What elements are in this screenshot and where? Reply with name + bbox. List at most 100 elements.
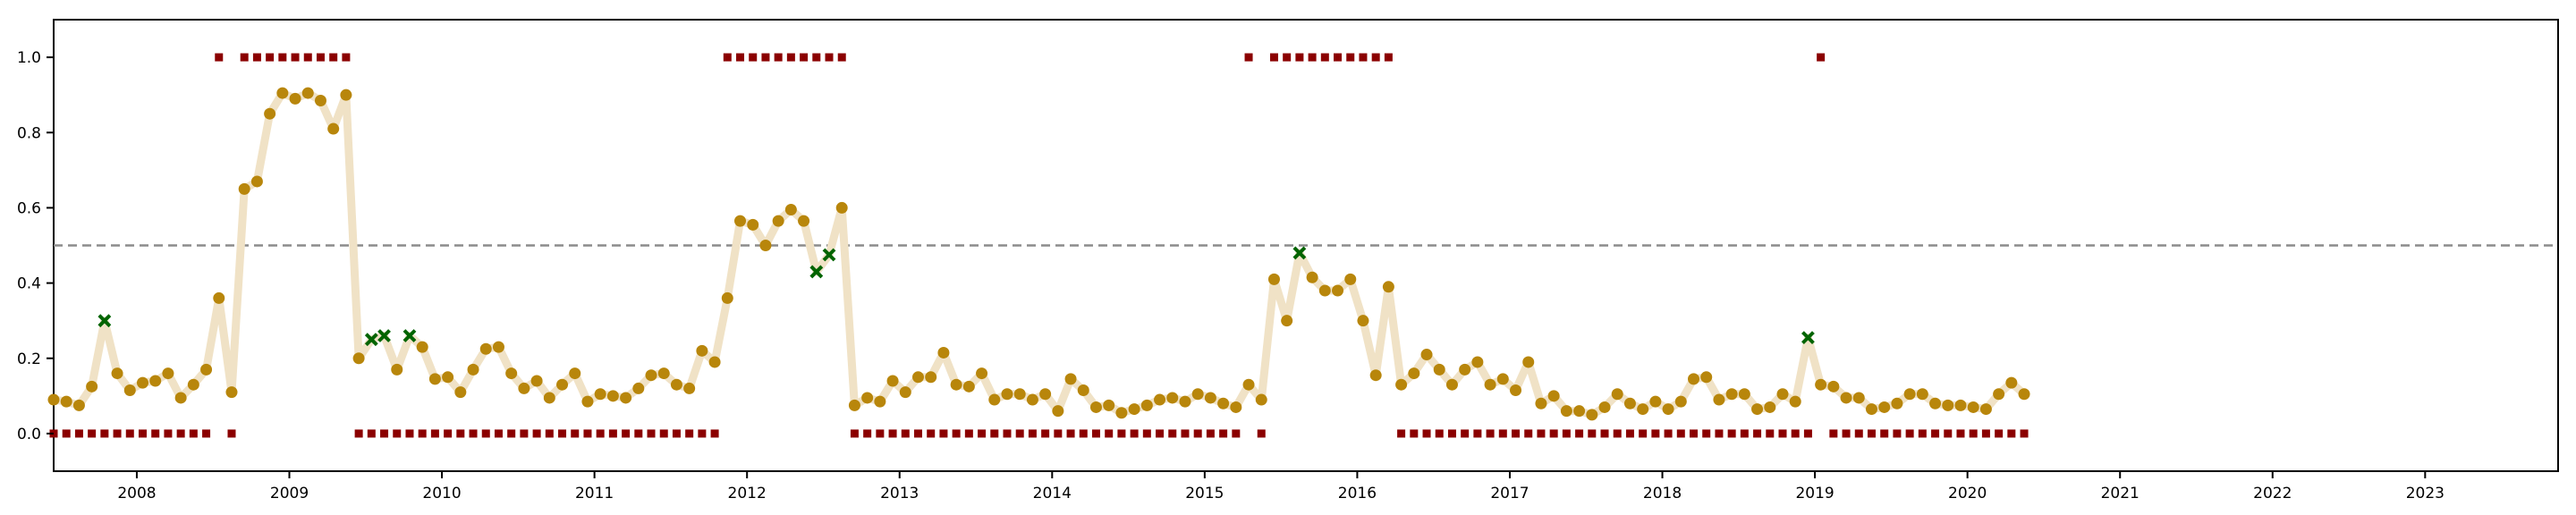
binary-marker: [685, 429, 694, 438]
binary-marker: [1269, 53, 1278, 62]
binary-marker: [863, 429, 872, 438]
data-point: [1471, 356, 1484, 368]
binary-marker: [710, 429, 719, 438]
data-point: [1179, 395, 1191, 408]
flagged-marker: [364, 333, 378, 347]
binary-marker: [405, 429, 414, 438]
data-point: [442, 371, 454, 384]
data-point: [1089, 401, 1102, 413]
data-point: [708, 356, 721, 368]
data-point: [937, 346, 950, 359]
binary-marker: [1753, 429, 1762, 438]
data-point: [1344, 273, 1357, 285]
data-point: [60, 395, 72, 408]
data-point: [1738, 388, 1750, 401]
data-point: [1332, 284, 1344, 297]
binary-marker: [164, 429, 173, 438]
data-point: [492, 341, 504, 353]
data-point: [1230, 401, 1242, 413]
data-point: [86, 380, 98, 393]
data-point: [200, 363, 213, 376]
binary-marker: [1803, 429, 1812, 438]
binary-marker: [1117, 429, 1126, 438]
binary-marker: [176, 429, 185, 438]
data-point: [530, 375, 543, 387]
data-point: [1281, 315, 1293, 327]
data-point: [962, 380, 975, 393]
data-point: [950, 378, 962, 391]
binary-marker: [418, 429, 427, 438]
data-point: [314, 94, 326, 106]
data-point: [1878, 401, 1891, 413]
data-point: [734, 215, 747, 227]
data-point: [772, 215, 784, 227]
data-point: [861, 392, 874, 404]
data-point: [1852, 392, 1865, 404]
binary-marker: [1041, 429, 1050, 438]
binary-marker: [1435, 429, 1444, 438]
data-point: [301, 87, 314, 99]
data-point: [1776, 388, 1789, 401]
binary-marker: [1969, 429, 1978, 438]
binary-marker: [1905, 429, 1914, 438]
data-point: [1662, 403, 1674, 416]
x-tick-label: 2022: [2253, 485, 2292, 502]
binary-marker: [1130, 429, 1139, 438]
data-point: [784, 204, 797, 216]
data-point: [1306, 271, 1318, 283]
binary-marker: [774, 53, 783, 62]
data-point: [1840, 392, 1852, 404]
y-tick-label: 0.6: [17, 199, 41, 217]
data-point: [1191, 388, 1204, 401]
data-point: [759, 240, 772, 251]
data-point: [1751, 403, 1764, 416]
data-point: [416, 341, 428, 353]
data-point: [1026, 393, 1038, 406]
data-point: [1954, 399, 1967, 411]
binary-marker: [888, 429, 897, 438]
binary-marker: [1244, 53, 1253, 62]
binary-marker: [583, 429, 592, 438]
data-point: [111, 367, 123, 380]
x-tick-label: 2012: [728, 485, 767, 502]
data-point: [1993, 388, 2005, 401]
binary-marker: [138, 429, 147, 438]
data-point: [467, 363, 479, 376]
binary-marker: [1829, 429, 1838, 438]
binary-marker: [1766, 429, 1775, 438]
flagged-marker-stroke: [822, 248, 836, 262]
binary-marker: [1015, 429, 1024, 438]
data-point: [1395, 378, 1408, 391]
binary-marker: [1588, 429, 1597, 438]
binary-marker: [1893, 429, 1902, 438]
binary-marker: [469, 429, 478, 438]
data-point: [1408, 367, 1420, 380]
binary-marker: [964, 429, 973, 438]
data-point: [340, 89, 352, 101]
binary-marker: [1105, 429, 1114, 438]
binary-marker: [278, 53, 287, 62]
binary-marker: [1981, 429, 1990, 438]
data-point: [1573, 405, 1586, 418]
data-point: [1433, 363, 1445, 376]
binary-marker: [303, 53, 312, 62]
binary-marker: [1575, 429, 1584, 438]
data-point: [1598, 401, 1611, 413]
data-point: [1510, 384, 1522, 397]
binary-marker: [1422, 429, 1431, 438]
x-tick-label: 2011: [575, 485, 614, 502]
data-point: [721, 291, 733, 304]
binary-marker: [659, 429, 668, 438]
data-point: [225, 386, 238, 399]
x-tick-label: 2023: [2406, 485, 2445, 502]
binary-marker: [1715, 429, 1724, 438]
data-point: [2018, 388, 2030, 401]
binary-marker: [1232, 429, 1241, 438]
data-point: [1001, 388, 1013, 401]
binary-marker: [1778, 429, 1787, 438]
data-point: [1052, 405, 1064, 418]
data-point: [1623, 397, 1636, 409]
data-point: [569, 367, 581, 380]
binary-marker: [1613, 429, 1622, 438]
data-point: [1255, 393, 1267, 406]
